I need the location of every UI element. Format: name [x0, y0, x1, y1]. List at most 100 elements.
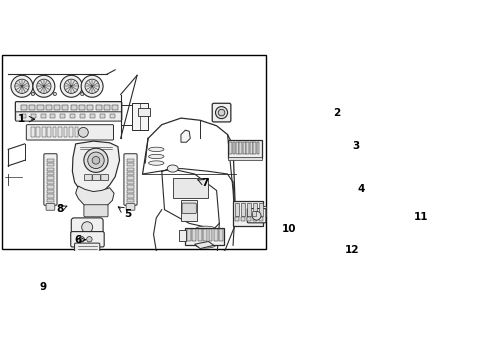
Bar [127, 181, 134, 184]
Circle shape [33, 75, 55, 97]
Bar [240, 217, 244, 221]
Bar [185, 228, 224, 245]
Bar [109, 114, 114, 118]
Bar [127, 185, 134, 189]
Bar [208, 229, 212, 242]
Circle shape [53, 92, 57, 96]
Circle shape [92, 157, 100, 164]
Bar [47, 159, 54, 162]
Bar [127, 163, 134, 166]
Bar [253, 142, 255, 154]
Bar [47, 194, 54, 198]
Bar [96, 105, 102, 111]
Circle shape [11, 75, 33, 97]
Bar [80, 114, 85, 118]
FancyBboxPatch shape [84, 175, 92, 181]
Bar [47, 127, 51, 137]
Polygon shape [72, 141, 119, 193]
Bar [47, 167, 54, 171]
Bar [63, 127, 67, 137]
FancyBboxPatch shape [126, 204, 135, 210]
Ellipse shape [195, 226, 215, 231]
Bar [87, 105, 93, 111]
Ellipse shape [167, 165, 178, 172]
Bar [127, 199, 134, 202]
Ellipse shape [148, 161, 163, 165]
Circle shape [252, 211, 261, 220]
Bar [47, 185, 54, 189]
Text: 11: 11 [413, 212, 427, 222]
Bar [233, 202, 263, 226]
Bar [47, 199, 54, 202]
Text: 3: 3 [352, 140, 359, 150]
Circle shape [83, 278, 90, 284]
Bar [77, 278, 96, 295]
FancyBboxPatch shape [101, 175, 108, 181]
Text: 12: 12 [344, 245, 359, 255]
Bar [29, 105, 35, 111]
Bar [203, 229, 206, 242]
Bar [127, 194, 134, 198]
FancyBboxPatch shape [93, 175, 100, 181]
Text: 9: 9 [40, 282, 47, 292]
Circle shape [87, 152, 104, 168]
Bar [239, 142, 242, 154]
FancyBboxPatch shape [46, 204, 55, 210]
Bar [227, 140, 261, 158]
Bar [83, 296, 90, 301]
Bar [219, 229, 223, 242]
Circle shape [78, 127, 88, 137]
FancyBboxPatch shape [51, 283, 59, 290]
Bar [104, 105, 110, 111]
Text: 2: 2 [333, 108, 340, 118]
Bar [31, 127, 35, 137]
Bar [246, 203, 250, 216]
FancyBboxPatch shape [75, 243, 100, 255]
Bar [36, 127, 40, 137]
Ellipse shape [103, 282, 116, 291]
Bar [232, 142, 235, 154]
Bar [21, 105, 27, 111]
Bar [54, 105, 60, 111]
FancyBboxPatch shape [84, 205, 108, 217]
Bar [246, 142, 248, 154]
Bar [258, 217, 262, 221]
Polygon shape [76, 186, 114, 208]
Circle shape [85, 79, 99, 93]
Ellipse shape [57, 282, 69, 291]
Text: 6: 6 [74, 235, 81, 245]
Circle shape [86, 237, 92, 242]
FancyBboxPatch shape [15, 102, 122, 120]
Bar [138, 108, 150, 116]
FancyBboxPatch shape [247, 208, 265, 223]
Bar [234, 203, 238, 216]
Bar [75, 127, 78, 137]
Polygon shape [181, 130, 190, 142]
Bar [181, 201, 197, 221]
Circle shape [60, 75, 82, 97]
Ellipse shape [148, 147, 163, 152]
Circle shape [218, 109, 224, 116]
Bar [71, 105, 77, 111]
Bar [127, 159, 134, 162]
Text: 5: 5 [124, 208, 131, 219]
Bar [240, 203, 244, 216]
FancyBboxPatch shape [71, 218, 103, 237]
Bar [47, 181, 54, 184]
Ellipse shape [59, 275, 114, 298]
Bar [249, 142, 252, 154]
Circle shape [31, 92, 35, 96]
Bar [252, 217, 256, 221]
Bar [251, 211, 256, 216]
Text: 1: 1 [18, 114, 25, 124]
Bar [131, 103, 148, 130]
Bar [186, 229, 190, 242]
Bar [41, 114, 45, 118]
Circle shape [64, 79, 78, 93]
Bar [127, 167, 134, 171]
Bar [227, 157, 261, 160]
Bar [58, 127, 62, 137]
Bar [256, 142, 259, 154]
Bar [21, 114, 26, 118]
Ellipse shape [195, 243, 215, 248]
